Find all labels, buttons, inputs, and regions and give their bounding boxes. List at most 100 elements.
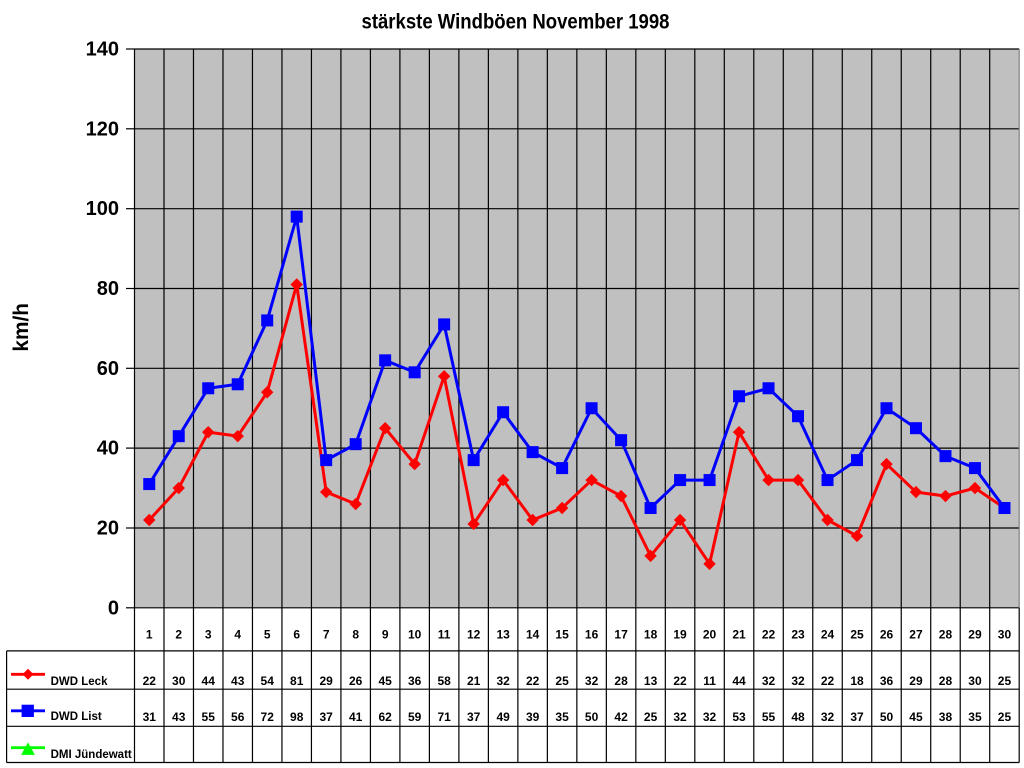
svg-text:55: 55 xyxy=(202,710,216,724)
svg-text:29: 29 xyxy=(320,674,334,688)
svg-text:54: 54 xyxy=(261,674,275,688)
svg-text:22: 22 xyxy=(762,628,776,642)
svg-text:120: 120 xyxy=(86,118,119,140)
svg-text:10: 10 xyxy=(408,628,422,642)
svg-text:26: 26 xyxy=(349,674,363,688)
svg-text:49: 49 xyxy=(496,710,510,724)
svg-text:100: 100 xyxy=(86,198,119,220)
svg-text:35: 35 xyxy=(968,710,982,724)
svg-text:32: 32 xyxy=(496,674,510,688)
svg-text:42: 42 xyxy=(614,710,628,724)
svg-text:32: 32 xyxy=(821,710,835,724)
svg-text:140: 140 xyxy=(86,39,119,61)
svg-text:3: 3 xyxy=(205,628,212,642)
svg-text:25: 25 xyxy=(850,628,864,642)
svg-text:72: 72 xyxy=(261,710,275,724)
svg-text:12: 12 xyxy=(467,628,481,642)
svg-text:30: 30 xyxy=(172,674,186,688)
svg-text:60: 60 xyxy=(97,358,119,380)
svg-text:22: 22 xyxy=(673,674,687,688)
svg-text:DWD Leck: DWD Leck xyxy=(51,676,108,688)
svg-text:13: 13 xyxy=(496,628,510,642)
svg-text:71: 71 xyxy=(437,710,451,724)
svg-text:43: 43 xyxy=(231,674,245,688)
svg-text:55: 55 xyxy=(762,710,776,724)
svg-text:15: 15 xyxy=(555,628,569,642)
svg-text:80: 80 xyxy=(97,278,119,300)
svg-text:30: 30 xyxy=(968,674,982,688)
svg-text:48: 48 xyxy=(791,710,805,724)
svg-text:16: 16 xyxy=(585,628,599,642)
svg-text:30: 30 xyxy=(998,628,1012,642)
svg-text:27: 27 xyxy=(909,628,923,642)
svg-text:20: 20 xyxy=(703,628,717,642)
svg-text:24: 24 xyxy=(821,628,835,642)
svg-text:1: 1 xyxy=(146,628,153,642)
svg-text:7: 7 xyxy=(323,628,330,642)
svg-text:81: 81 xyxy=(290,674,304,688)
svg-text:45: 45 xyxy=(909,710,923,724)
svg-text:0: 0 xyxy=(108,597,119,619)
svg-text:38: 38 xyxy=(939,710,953,724)
svg-text:29: 29 xyxy=(968,628,982,642)
svg-text:25: 25 xyxy=(998,710,1012,724)
svg-text:62: 62 xyxy=(378,710,392,724)
svg-text:20: 20 xyxy=(97,518,119,540)
svg-text:32: 32 xyxy=(703,710,717,724)
svg-text:25: 25 xyxy=(644,710,658,724)
svg-text:2: 2 xyxy=(175,628,182,642)
svg-text:53: 53 xyxy=(732,710,746,724)
svg-text:32: 32 xyxy=(673,710,687,724)
svg-text:21: 21 xyxy=(467,674,481,688)
svg-text:19: 19 xyxy=(673,628,687,642)
svg-text:25: 25 xyxy=(555,674,569,688)
svg-text:58: 58 xyxy=(437,674,451,688)
svg-text:18: 18 xyxy=(850,674,864,688)
svg-text:11: 11 xyxy=(703,674,716,688)
svg-text:35: 35 xyxy=(555,710,569,724)
svg-text:22: 22 xyxy=(143,674,157,688)
svg-text:28: 28 xyxy=(614,674,628,688)
svg-text:56: 56 xyxy=(231,710,245,724)
svg-text:39: 39 xyxy=(526,710,540,724)
svg-text:36: 36 xyxy=(408,674,422,688)
svg-text:29: 29 xyxy=(909,674,923,688)
svg-text:43: 43 xyxy=(172,710,186,724)
svg-text:17: 17 xyxy=(614,628,628,642)
svg-text:4: 4 xyxy=(234,628,241,642)
svg-text:44: 44 xyxy=(202,674,216,688)
svg-text:28: 28 xyxy=(939,674,953,688)
svg-text:18: 18 xyxy=(644,628,658,642)
svg-text:km/h: km/h xyxy=(10,303,33,352)
svg-text:6: 6 xyxy=(293,628,300,642)
svg-text:DMI Jündewatt: DMI Jündewatt xyxy=(51,749,132,761)
svg-text:40: 40 xyxy=(97,438,119,460)
svg-text:37: 37 xyxy=(850,710,864,724)
svg-text:23: 23 xyxy=(791,628,805,642)
svg-text:45: 45 xyxy=(378,674,392,688)
svg-text:32: 32 xyxy=(762,674,776,688)
svg-text:32: 32 xyxy=(585,674,599,688)
svg-text:28: 28 xyxy=(939,628,953,642)
svg-text:98: 98 xyxy=(290,710,304,724)
svg-text:11: 11 xyxy=(438,628,451,642)
svg-text:25: 25 xyxy=(998,674,1012,688)
svg-text:22: 22 xyxy=(821,674,835,688)
svg-text:31: 31 xyxy=(143,710,157,724)
svg-text:13: 13 xyxy=(644,674,658,688)
svg-text:9: 9 xyxy=(382,628,389,642)
svg-text:37: 37 xyxy=(467,710,481,724)
svg-text:14: 14 xyxy=(526,628,540,642)
svg-text:50: 50 xyxy=(585,710,599,724)
svg-text:26: 26 xyxy=(880,628,894,642)
svg-text:59: 59 xyxy=(408,710,422,724)
svg-text:41: 41 xyxy=(349,710,363,724)
svg-text:21: 21 xyxy=(732,628,746,642)
svg-text:32: 32 xyxy=(791,674,805,688)
svg-text:36: 36 xyxy=(880,674,894,688)
svg-text:stärkste Windböen November 199: stärkste Windböen November 1998 xyxy=(362,9,670,33)
svg-text:DWD List: DWD List xyxy=(51,711,102,723)
svg-text:5: 5 xyxy=(264,628,271,642)
svg-text:37: 37 xyxy=(320,710,334,724)
svg-text:44: 44 xyxy=(732,674,746,688)
